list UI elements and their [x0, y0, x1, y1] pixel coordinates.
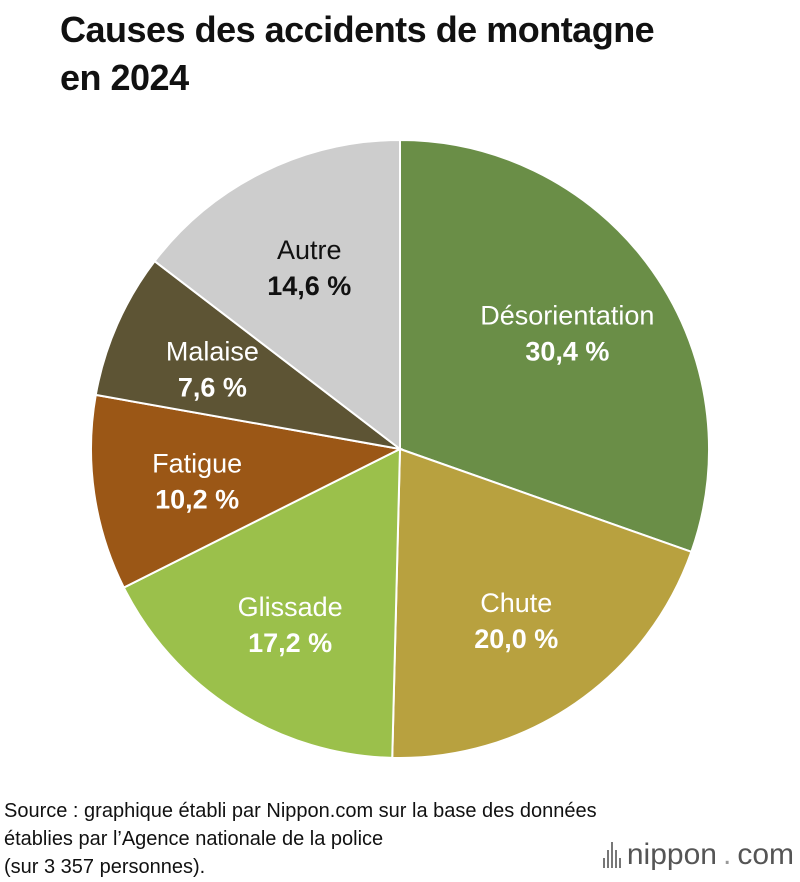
pie-slice-autre [153, 138, 401, 452]
slice-value-autre: 14,6 % [267, 271, 351, 301]
slice-label-malaise: Malaise [166, 336, 259, 366]
slice-label-autre: Autre [277, 235, 342, 265]
slice-label-desorientation: Désorientation [480, 301, 654, 331]
pie-slice-chute [391, 447, 693, 759]
pie-slice-fatigue [90, 393, 404, 589]
slice-value-fatigue: 10,2 % [155, 485, 239, 515]
source-note: Source : graphique établi par Nippon.com… [4, 797, 764, 881]
slice-label-fatigue: Fatigue [152, 449, 242, 479]
chart-title: Causes des accidents de montagne en 2024 [60, 6, 780, 102]
chart-title-line-2: en 2024 [60, 57, 189, 98]
pie-slice-malaise [94, 259, 401, 450]
logo-name: nippon [626, 838, 717, 871]
pie-slice-desorientation [399, 138, 710, 554]
pie-slice-glissade [122, 447, 402, 759]
slice-label-chute: Chute [480, 588, 552, 618]
chart-title-line-1: Causes des accidents de montagne [60, 9, 655, 50]
slice-value-malaise: 7,6 % [178, 372, 247, 402]
slice-value-glissade: 17,2 % [248, 628, 332, 658]
logo-dot: . [722, 838, 732, 871]
slice-label-glissade: Glissade [238, 592, 343, 622]
logo-mark-icon [602, 842, 621, 868]
source-line-2: établies par l’Agence nationale de la po… [4, 828, 384, 850]
source-line-3: (sur 3 357 personnes). [4, 856, 206, 878]
logo-suffix: com [737, 838, 794, 871]
slice-value-desorientation: 30,4 % [525, 337, 609, 367]
source-line-1: Source : graphique établi par Nippon.com… [4, 800, 597, 822]
slice-value-chute: 20,0 % [474, 624, 558, 654]
nippon-logo: nippon. com [602, 838, 794, 872]
